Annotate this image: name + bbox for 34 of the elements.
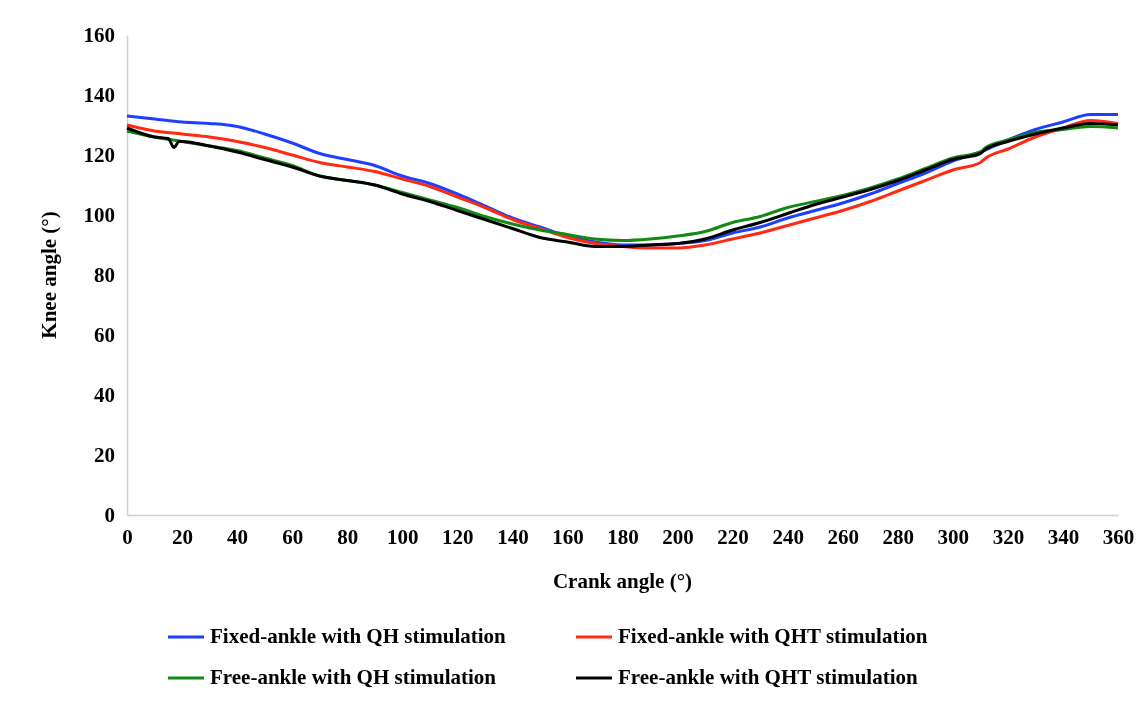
- x-tick-label: 0: [122, 524, 133, 549]
- y-tick-label: 120: [83, 143, 115, 168]
- legend-label: Free-ankle with QHT stimulation: [618, 665, 918, 689]
- x-tick-label: 360: [1102, 524, 1135, 549]
- x-tick-label: 280: [882, 524, 915, 549]
- x-tick-label: 80: [337, 524, 359, 549]
- legend-label: Free-ankle with QH stimulation: [210, 665, 497, 689]
- x-tick-label: 220: [717, 524, 749, 549]
- y-tick-label: 100: [83, 203, 115, 228]
- x-tick-label: 60: [282, 524, 304, 549]
- x-tick-label: 300: [937, 524, 970, 549]
- y-tick-label: 0: [104, 503, 115, 528]
- y-tick-label: 20: [94, 443, 115, 468]
- y-tick-label: 160: [83, 23, 115, 48]
- x-tick-label: 40: [227, 524, 249, 549]
- x-tick-label: 100: [387, 524, 419, 549]
- y-tick-label: 140: [83, 83, 115, 108]
- x-tick-label: 20: [172, 524, 194, 549]
- y-tick-label: 60: [94, 323, 115, 348]
- x-axis-title: Crank angle (°): [552, 569, 693, 593]
- x-tick-label: 320: [992, 524, 1025, 549]
- legend-label: Fixed-ankle with QHT stimulation: [618, 624, 928, 648]
- x-tick-label: 200: [662, 524, 694, 549]
- x-tick-label: 180: [607, 524, 639, 549]
- x-tick-label: 260: [827, 524, 859, 549]
- legend-label: Fixed-ankle with QH stimulation: [210, 624, 507, 648]
- x-tick-label: 340: [1047, 524, 1080, 549]
- y-tick-label: 40: [94, 383, 115, 408]
- x-tick-label: 160: [552, 524, 584, 549]
- x-tick-label: 120: [442, 524, 474, 549]
- x-tick-label: 240: [772, 524, 804, 549]
- y-tick-label: 80: [94, 263, 115, 288]
- x-tick-label: 140: [497, 524, 529, 549]
- y-axis-title: Knee angle (°): [37, 211, 61, 339]
